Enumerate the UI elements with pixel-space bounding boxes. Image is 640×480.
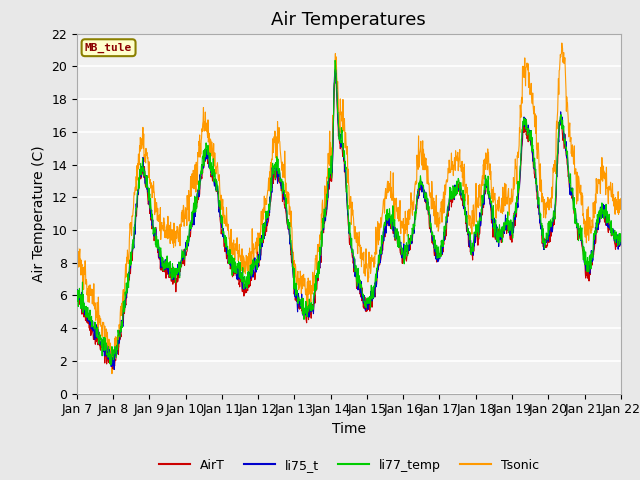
Tsonic [434,219,442,225]
AirT [434,252,442,257]
AirT [195,192,202,198]
li77_temp [434,252,442,257]
Y-axis label: Air Temperature (C): Air Temperature (C) [31,145,45,282]
AirT [505,228,513,233]
li77_temp [553,168,561,173]
Legend: AirT, li75_t, li77_temp, Tsonic: AirT, li75_t, li77_temp, Tsonic [154,454,544,477]
li75_t [617,241,625,247]
AirT [617,240,625,246]
li75_t [553,174,561,180]
AirT [331,68,339,74]
li75_t [195,189,202,194]
Tsonic [558,40,566,46]
Tsonic [195,153,202,159]
li75_t [110,367,118,372]
Tsonic [181,216,189,221]
li77_temp [73,299,81,304]
li77_temp [505,218,513,224]
Tsonic [553,118,561,124]
li75_t [181,252,189,258]
Line: li77_temp: li77_temp [77,60,621,365]
li77_temp [195,187,202,192]
li77_temp [255,259,263,264]
Tsonic [255,243,263,249]
Line: li75_t: li75_t [77,69,621,370]
Text: MB_tule: MB_tule [85,43,132,53]
Line: Tsonic: Tsonic [77,43,621,373]
li75_t [73,288,81,294]
AirT [73,292,81,298]
li75_t [505,220,513,226]
AirT [255,263,263,269]
Title: Air Temperatures: Air Temperatures [271,11,426,29]
X-axis label: Time: Time [332,422,366,436]
Tsonic [108,371,116,376]
Tsonic [505,186,513,192]
Tsonic [73,253,81,259]
li75_t [332,66,339,72]
li77_temp [617,239,625,244]
li77_temp [107,362,115,368]
li75_t [255,258,263,264]
AirT [553,169,561,175]
li77_temp [331,58,339,63]
li75_t [434,259,442,264]
li77_temp [181,249,189,255]
AirT [181,254,189,260]
Line: AirT: AirT [77,71,621,369]
Tsonic [617,195,625,201]
AirT [109,366,116,372]
